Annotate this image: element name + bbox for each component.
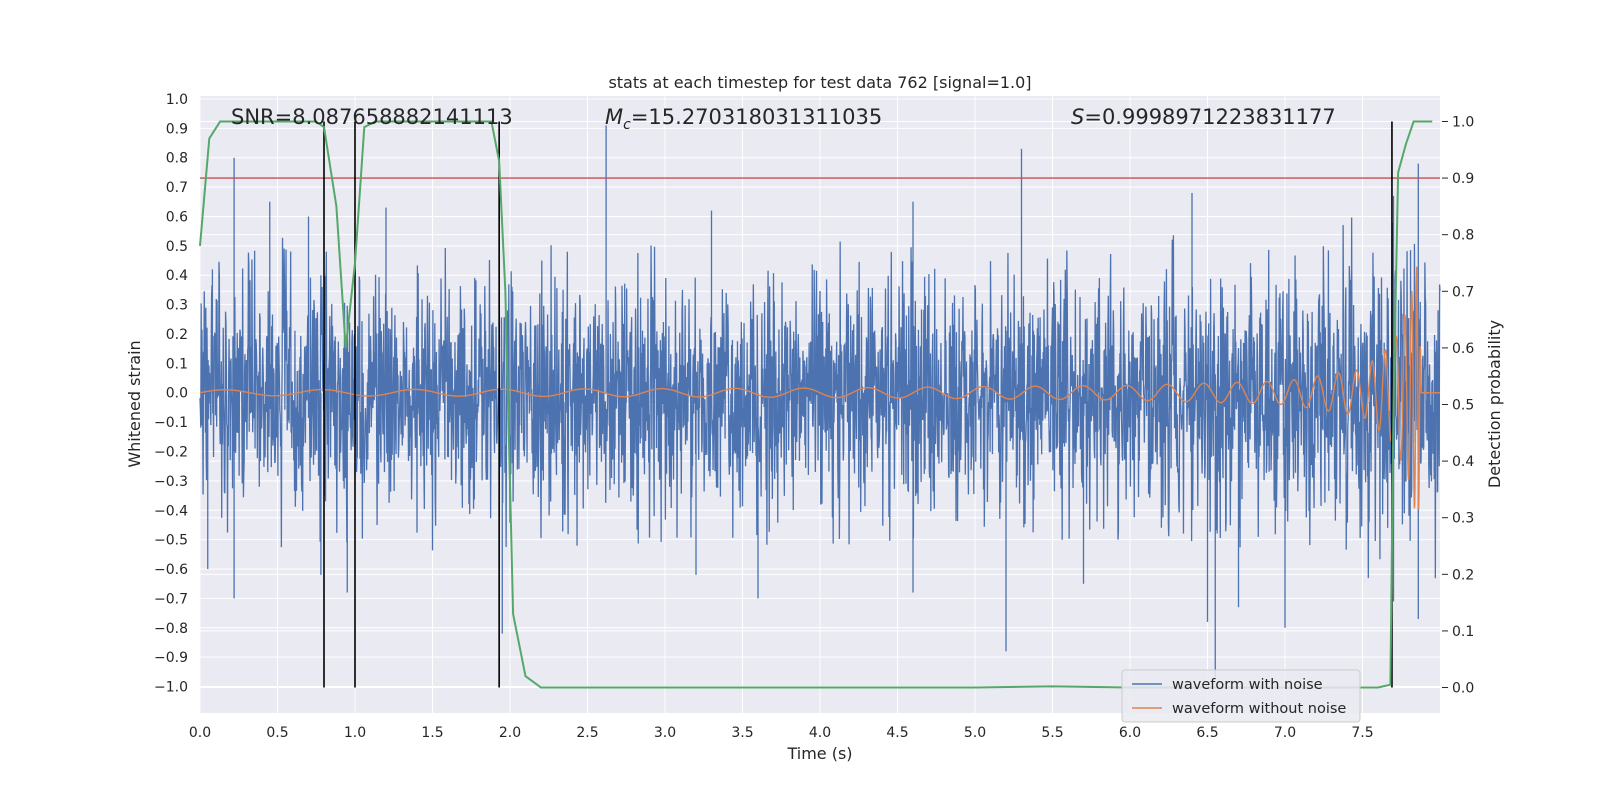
y-tick-label: −0.7	[154, 591, 188, 607]
y-tick-label: 0.5	[166, 239, 188, 255]
x-tick-label: 0.5	[266, 725, 288, 741]
mc-annotation: Mc=15.270318031311035	[605, 105, 882, 133]
y-tick-label: 0.4	[166, 268, 188, 284]
chart-title: stats at each timestep for test data 762…	[608, 73, 1031, 92]
mc-value: =15.270318031311035	[631, 105, 882, 129]
y2-tick-label: 0.9	[1452, 171, 1474, 187]
y2-tick-label: 0.5	[1452, 398, 1474, 414]
x-tick-label: 2.0	[499, 725, 521, 741]
y-tick-label: 0.6	[166, 209, 188, 225]
y-tick-label: 0.0	[166, 386, 188, 402]
y-axis-label: Whitened strain	[125, 340, 144, 467]
mc-symbol: M	[605, 105, 623, 129]
x-tick-label: 3.5	[731, 725, 753, 741]
probability-series	[199, 120, 1433, 689]
y-tick-label: −0.6	[154, 562, 188, 578]
s-value: =0.9998971223831177	[1084, 105, 1335, 129]
y-tick-label: 0.8	[166, 151, 188, 167]
x-tick-label: 4.0	[809, 725, 831, 741]
y-tick-label: −1.0	[154, 680, 188, 696]
y2-tick-label: 0.6	[1452, 341, 1474, 357]
y-tick-label: −0.4	[154, 503, 188, 519]
y2-tick-label: 0.4	[1452, 454, 1474, 470]
y2-axis-label: Detection probability	[1485, 320, 1504, 488]
x-tick-label: 6.0	[1119, 725, 1141, 741]
x-tick-label: 4.5	[886, 725, 908, 741]
y2-tick-label: 1.0	[1452, 114, 1474, 130]
y2-tick-label: 0.1	[1452, 624, 1474, 640]
x-tick-label: 5.0	[964, 725, 986, 741]
y-tick-label: −0.9	[154, 650, 188, 666]
s-symbol: S	[1071, 105, 1084, 129]
x-tick-label: 1.5	[421, 725, 443, 741]
clean-waveform-series	[199, 266, 1440, 510]
legend: waveform with noise waveform without noi…	[1121, 669, 1361, 723]
y-tick-label: −0.8	[154, 621, 188, 637]
x-tick-label: 5.5	[1041, 725, 1063, 741]
y-tick-label: −0.2	[154, 445, 188, 461]
y-tick-label: 0.1	[166, 356, 188, 372]
snr-annotation: SNR=8.087658882141113	[231, 105, 513, 129]
y-tick-label: 0.2	[166, 327, 188, 343]
y2-tick-label: 0.3	[1452, 511, 1474, 527]
y-axis-ticks: 1.0 0.9 0.8 0.7 0.6 0.5 0.4 0.3 0.2 0.1 0.0 −0.1 −0.…	[154, 92, 188, 696]
x-axis-ticks: 0.0 0.5 1.0 1.5 2.0 2.5 3.0 3.5 4.0 4.5 5.0 5.5 6.0 6…	[189, 725, 1374, 741]
y-tick-label: −0.3	[154, 474, 188, 490]
x-tick-label: 6.5	[1196, 725, 1218, 741]
y-tick-label: −0.5	[154, 533, 188, 549]
x-tick-label: 7.0	[1274, 725, 1296, 741]
y-tick-label: 0.7	[166, 180, 188, 196]
x-axis-label: Time (s)	[786, 744, 852, 763]
y-tick-label: 1.0	[166, 92, 188, 108]
legend-label-noise: waveform with noise	[1172, 677, 1323, 693]
x-tick-label: 0.0	[189, 725, 211, 741]
x-tick-label: 2.5	[576, 725, 598, 741]
x-tick-label: 1.0	[344, 725, 366, 741]
y2-tick-label: 0.2	[1452, 567, 1474, 583]
clean-waveform-line	[199, 266, 1440, 510]
y2-tick-label: 0.0	[1452, 681, 1474, 697]
y-tick-label: −0.1	[154, 415, 188, 431]
mc-subscript: c	[623, 117, 631, 133]
x-tick-label: 3.0	[654, 725, 676, 741]
x-tick-label: 7.5	[1351, 725, 1373, 741]
legend-label-clean: waveform without noise	[1172, 701, 1346, 717]
y2-tick-label: 0.8	[1452, 228, 1474, 244]
y2-tick-label: 0.7	[1452, 284, 1474, 300]
s-annotation: S=0.9998971223831177	[1071, 105, 1336, 129]
probability-line	[199, 120, 1433, 689]
y-tick-label: 0.9	[166, 121, 188, 137]
y2-axis-ticks: 1.0 0.9 0.8 0.7 0.6 0.5 0.4 0.3 0.2 0.1 0.0	[1442, 114, 1474, 697]
y-tick-label: 0.3	[166, 298, 188, 314]
legend-box	[1121, 669, 1361, 723]
